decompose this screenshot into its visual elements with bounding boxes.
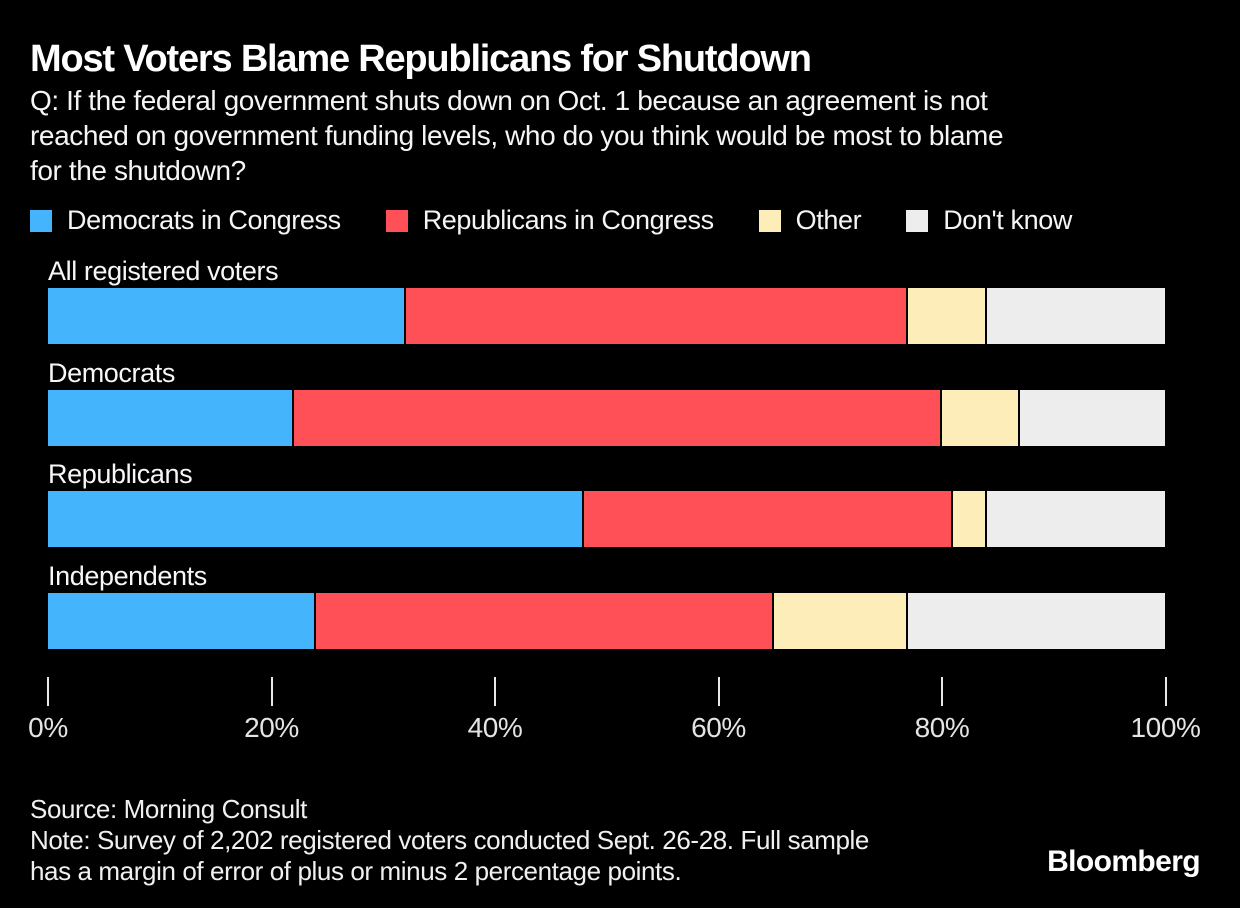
axis-tick-mark [47, 677, 49, 706]
stacked-bar [48, 491, 1166, 547]
category-label: Republicans [48, 459, 193, 489]
axis-tick-label: 0% [28, 712, 68, 743]
legend-item: Democrats in Congress [30, 205, 341, 236]
axis-tick-label: 40% [467, 712, 523, 743]
legend-swatch-icon [30, 209, 52, 232]
legend-swatch-icon [906, 209, 929, 232]
bar-segment [48, 288, 406, 344]
bar-segment [986, 288, 1166, 344]
axis-tick-label: 60% [691, 712, 746, 743]
legend-item: Don't know [906, 205, 1072, 236]
legend-swatch-icon [385, 209, 408, 232]
category-label: Democrats [48, 358, 175, 388]
bar-segment [774, 593, 909, 649]
axis-tick-mark [1164, 677, 1167, 706]
bar-segment [316, 593, 775, 649]
category-label: All registered voters [48, 256, 279, 286]
legend-item: Republicans in Congress [385, 205, 714, 236]
stacked-bar [48, 288, 1166, 344]
bar-segment [48, 390, 294, 446]
bar-segment [941, 390, 1021, 446]
bar-segment [908, 593, 1166, 649]
bar-segment [48, 491, 585, 547]
legend: Democrats in Congress Republicans in Cong… [30, 205, 1072, 236]
bar-segment [1020, 390, 1166, 446]
legend-label: Republicans in Congress [422, 205, 714, 235]
bar-segment [953, 491, 987, 547]
chart-title: Most Voters Blame Republicans for Shutdo… [30, 38, 812, 80]
bar-segment [584, 491, 954, 547]
bar-segment [405, 288, 909, 344]
legend-item: Other [758, 205, 862, 236]
bar-segment [986, 491, 1166, 547]
bloomberg-logo: Bloomberg [1047, 845, 1201, 878]
stacked-bar [48, 593, 1166, 649]
legend-label: Other [795, 205, 862, 235]
axis-tick-mark [270, 677, 273, 706]
axis-tick-mark [941, 677, 943, 706]
bar-segment [48, 593, 317, 649]
source-note: Source: Morning Consult [30, 794, 307, 824]
stacked-bar [48, 390, 1166, 446]
bar-segment [293, 390, 942, 446]
legend-label: Democrats in Congress [67, 205, 341, 235]
chart-subtitle: Q: If the federal government shuts down … [30, 85, 1004, 186]
survey-note: Note: Survey of 2,202 registered voters … [30, 825, 869, 886]
axis-tick-mark [494, 677, 496, 706]
axis-tick-mark [717, 677, 720, 706]
axis-tick-label: 80% [914, 712, 970, 743]
axis-tick-label: 100% [1130, 712, 1201, 743]
category-label: Independents [48, 561, 207, 591]
axis-tick-label: 20% [244, 712, 299, 743]
legend-label: Don't know [943, 205, 1072, 235]
bar-segment [908, 288, 987, 344]
legend-swatch-icon [758, 209, 781, 232]
